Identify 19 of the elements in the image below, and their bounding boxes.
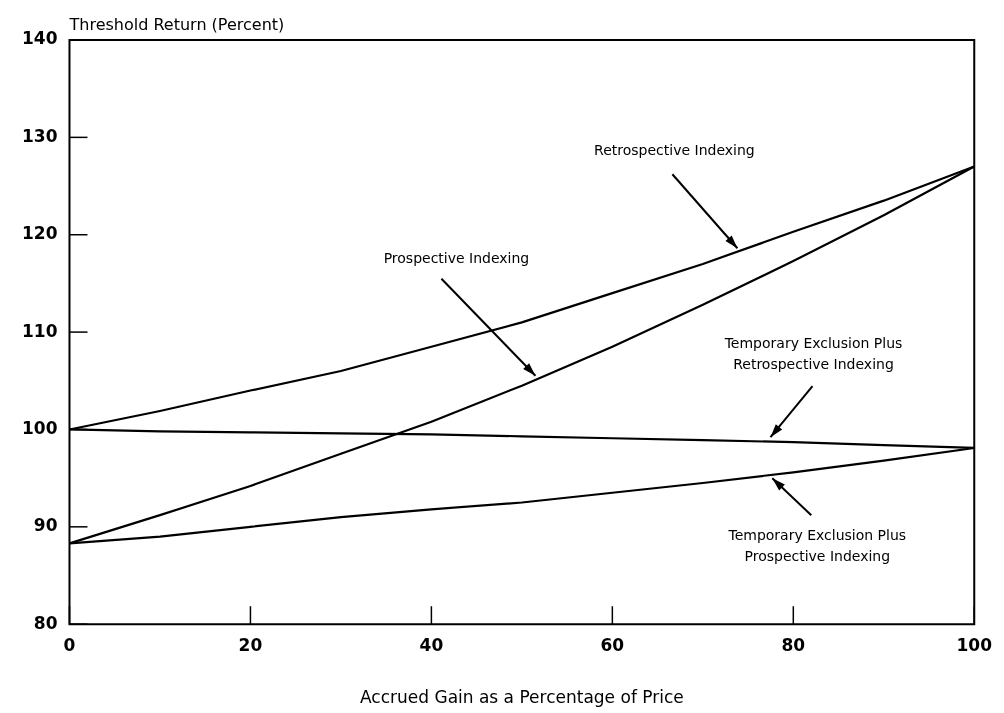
x-tick-label: 20 — [238, 634, 263, 655]
x-tick-label: 100 — [956, 634, 993, 655]
y-axis-title: Threshold Return (Percent) — [68, 15, 285, 35]
y-tick-label: 110 — [21, 320, 58, 341]
y-tick-label: 140 — [21, 28, 58, 49]
y-tick-label: 90 — [33, 515, 58, 536]
annotation: Temporary Exclusion Plus Prospective Indexing — [727, 527, 907, 565]
x-axis-title: Accrued Gain as a Percentage of Price — [360, 687, 684, 708]
y-tick-label: 120 — [21, 223, 58, 244]
x-tick-label: 0 — [63, 634, 76, 655]
annotation: Temporary Exclusion Plus Retrospective Indexing — [723, 335, 903, 373]
x-tick-label: 60 — [600, 634, 625, 655]
y-tick-label: 130 — [21, 125, 58, 146]
y-tick-label: 100 — [21, 417, 58, 438]
x-tick-label: 40 — [419, 634, 444, 655]
x-tick-label: 80 — [781, 634, 806, 655]
annotation: Prospective Indexing — [383, 250, 530, 267]
y-tick-label: 80 — [33, 612, 58, 633]
annotation: Retrospective Indexing — [594, 141, 755, 158]
